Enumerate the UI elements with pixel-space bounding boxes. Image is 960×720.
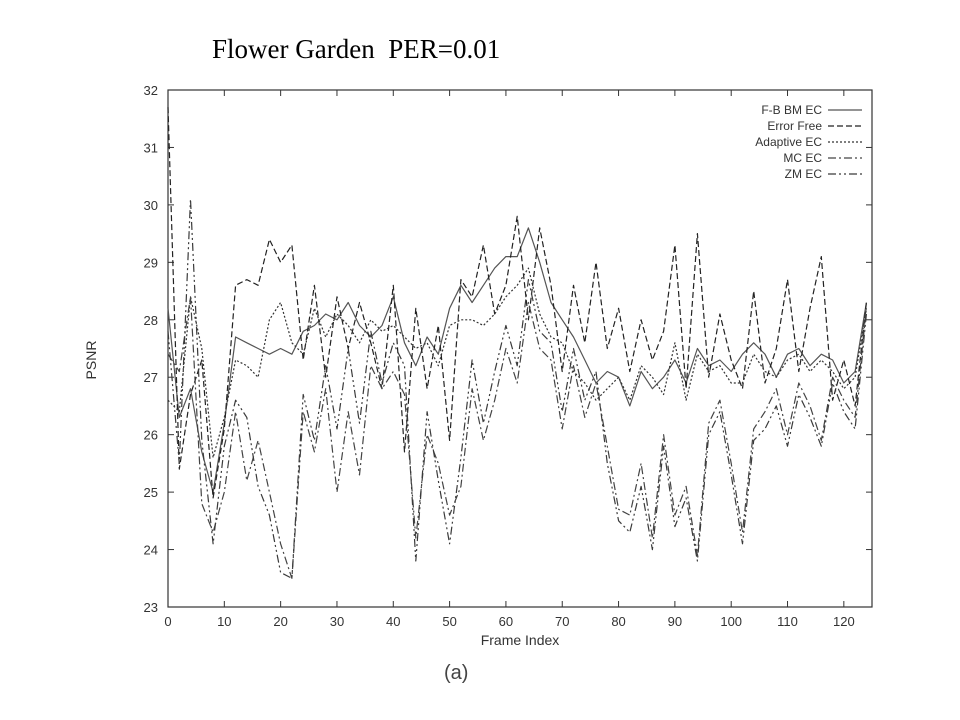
y-tick-label: 24 bbox=[144, 543, 158, 558]
x-tick-label: 30 bbox=[330, 614, 344, 629]
x-axis-label: Frame Index bbox=[481, 632, 560, 648]
x-tick-label: 100 bbox=[720, 614, 742, 629]
y-tick-label: 30 bbox=[144, 198, 158, 213]
y-tick-label: 32 bbox=[144, 83, 158, 98]
y-tick-label: 28 bbox=[144, 313, 158, 328]
figure-caption: (a) bbox=[444, 662, 469, 684]
plot-frame bbox=[167, 89, 873, 608]
y-tick-label: 29 bbox=[144, 255, 158, 270]
x-axis-ticks: 0 10 20 30 40 50 60 70 80 90 100 110 120 bbox=[164, 90, 855, 629]
y-tick-label: 23 bbox=[144, 600, 158, 615]
y-tick-label: 25 bbox=[144, 485, 158, 500]
series-line-f-b-bm-ec bbox=[167, 227, 867, 493]
series-line-zm-ec bbox=[167, 198, 867, 579]
x-tick-label: 120 bbox=[833, 614, 855, 629]
series-lines bbox=[167, 107, 867, 579]
legend-label: Adaptive EC bbox=[755, 135, 822, 149]
y-tick-label: 31 bbox=[144, 140, 158, 155]
legend-label: Error Free bbox=[767, 119, 822, 133]
x-tick-label: 60 bbox=[499, 614, 513, 629]
y-axis-ticks: 23 24 25 26 27 28 29 30 31 32 bbox=[144, 83, 872, 615]
legend: F-B BM EC Error Free Adaptive EC MC EC ZM EC bbox=[755, 103, 862, 181]
legend-label: MC EC bbox=[783, 151, 822, 165]
x-tick-label: 80 bbox=[611, 614, 625, 629]
x-tick-label: 10 bbox=[217, 614, 231, 629]
series-line-error-free bbox=[167, 107, 867, 499]
x-tick-label: 50 bbox=[442, 614, 456, 629]
legend-label: F-B BM EC bbox=[761, 103, 822, 117]
legend-label: ZM EC bbox=[785, 167, 823, 181]
x-tick-label: 110 bbox=[777, 614, 798, 629]
x-tick-label: 40 bbox=[386, 614, 400, 629]
x-tick-label: 70 bbox=[555, 614, 569, 629]
y-tick-label: 26 bbox=[144, 428, 158, 443]
y-axis-label: PSNR bbox=[83, 341, 99, 380]
x-tick-label: 0 bbox=[164, 614, 171, 629]
x-tick-label: 20 bbox=[273, 614, 287, 629]
plot-border bbox=[167, 89, 873, 608]
y-tick-label: 27 bbox=[144, 370, 158, 385]
slide-title: Flower Garden PER=0.01 bbox=[212, 34, 501, 64]
series-line-mc-ec bbox=[167, 296, 867, 579]
x-tick-label: 90 bbox=[668, 614, 682, 629]
series-line-adaptive-ec bbox=[167, 267, 867, 459]
